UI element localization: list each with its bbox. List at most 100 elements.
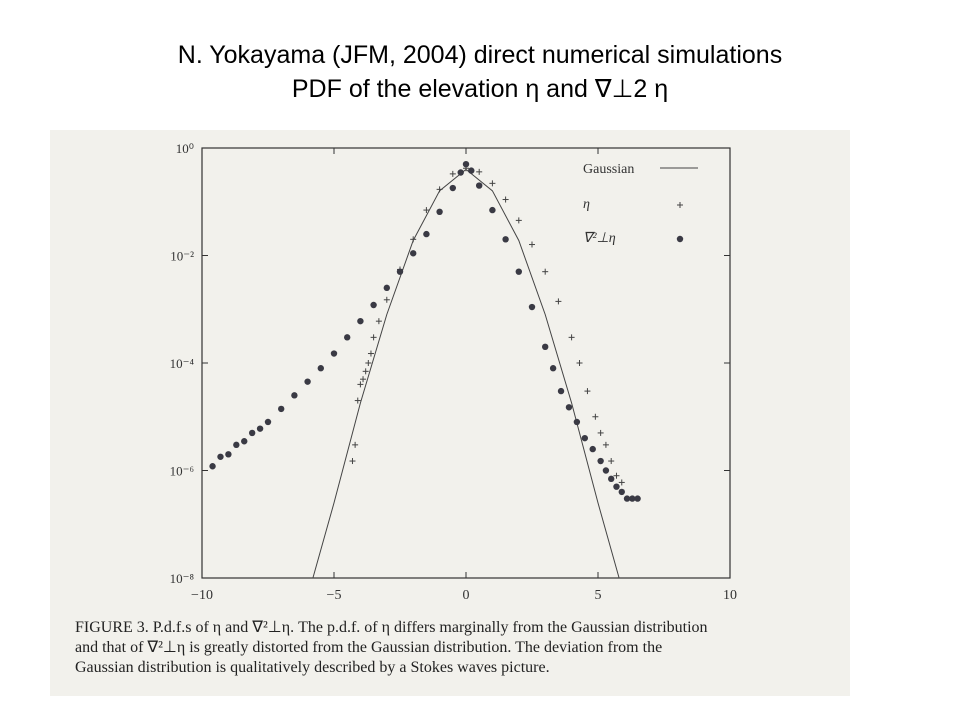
y-tick-label: 10⁰ <box>176 141 194 156</box>
data-point-eta <box>362 368 369 375</box>
data-point-laplacian-eta <box>557 387 565 395</box>
data-point-eta <box>423 207 430 214</box>
data-point-laplacian-eta <box>468 167 475 174</box>
data-point-eta <box>375 318 382 325</box>
data-point-eta <box>349 458 356 465</box>
y-tick-label: 10⁻⁶ <box>170 464 194 479</box>
legend-swatch-dot <box>676 235 684 243</box>
data-point-eta <box>555 298 562 305</box>
data-point-eta <box>529 241 535 248</box>
data-point-laplacian-eta <box>396 268 404 275</box>
data-point-eta <box>370 334 377 341</box>
legend-label: ∇²⊥η <box>583 231 616 246</box>
data-point-laplacian-eta <box>344 334 351 341</box>
data-point-laplacian-eta <box>278 405 285 413</box>
data-point-laplacian-eta <box>256 425 264 432</box>
data-point-laplacian-eta <box>462 160 470 168</box>
data-point-eta <box>584 388 591 395</box>
data-point-laplacian-eta <box>317 365 324 372</box>
data-point-eta <box>597 429 604 436</box>
y-tick-label: 10⁻⁴ <box>170 356 195 371</box>
data-point-eta <box>602 441 609 448</box>
caption-line-2: and that of ∇²⊥η is greatly distorted fr… <box>75 639 663 656</box>
data-point-laplacian-eta <box>330 350 338 357</box>
data-point-eta <box>608 458 615 465</box>
y-tick-label: 10⁻⁸ <box>170 571 195 586</box>
data-point-eta <box>360 376 367 383</box>
data-point-laplacian-eta <box>528 303 536 311</box>
data-point-laplacian-eta <box>634 495 641 502</box>
data-point-eta <box>449 170 456 177</box>
data-point-laplacian-eta <box>515 268 522 275</box>
data-point-laplacian-eta <box>304 378 311 385</box>
data-point-laplacian-eta <box>225 451 232 458</box>
y-tick-label: 10⁻² <box>170 249 194 264</box>
data-point-eta <box>515 217 522 224</box>
data-point-laplacian-eta <box>623 495 631 502</box>
series-layer <box>209 160 641 579</box>
data-point-eta <box>576 360 583 366</box>
data-point-laplacian-eta <box>370 301 377 309</box>
data-point-laplacian-eta <box>383 284 390 292</box>
data-point-eta <box>352 441 359 448</box>
data-point-laplacian-eta <box>573 418 581 426</box>
data-point-laplacian-eta <box>209 463 216 470</box>
data-point-laplacian-eta <box>264 418 272 426</box>
data-point-eta <box>354 397 361 404</box>
data-point-laplacian-eta <box>618 488 625 496</box>
data-point-laplacian-eta <box>608 475 615 483</box>
data-point-laplacian-eta <box>589 445 596 453</box>
legend-label: η <box>583 197 590 212</box>
data-point-laplacian-eta <box>489 206 496 214</box>
slide-title: N. Yokayama (JFM, 2004) direct numerical… <box>0 38 960 106</box>
data-point-laplacian-eta <box>565 404 573 411</box>
data-point-laplacian-eta <box>629 495 636 502</box>
x-tick-label: 5 <box>595 588 602 603</box>
data-point-laplacian-eta <box>549 365 557 372</box>
x-tick-label: −5 <box>327 588 342 603</box>
data-point-laplacian-eta <box>613 483 620 490</box>
data-point-eta <box>410 236 417 243</box>
legend-label: Gaussian <box>583 162 634 177</box>
data-point-eta <box>568 334 575 341</box>
data-point-laplacian-eta <box>233 441 240 449</box>
data-point-laplacian-eta <box>581 434 588 442</box>
data-point-eta <box>365 360 372 366</box>
data-point-laplacian-eta <box>241 438 248 445</box>
figure-caption: FIGURE 3. P.d.f.s of η and ∇²⊥η. The p.d… <box>75 618 835 678</box>
data-point-laplacian-eta <box>436 208 443 216</box>
data-point-eta <box>436 186 443 193</box>
data-point-laplacian-eta <box>457 169 464 176</box>
x-tick-label: 0 <box>463 588 470 603</box>
data-point-laplacian-eta <box>542 343 549 351</box>
slide-title-line-2: PDF of the elevation η and ∇⊥2 η <box>291 75 669 103</box>
data-point-laplacian-eta <box>449 184 456 192</box>
data-point-eta <box>618 479 625 486</box>
slide-title-line-1: N. Yokayama (JFM, 2004) direct numerical… <box>177 41 783 69</box>
caption-line-1: FIGURE 3. P.d.f.s of η and ∇²⊥η. The p.d… <box>75 619 708 636</box>
data-point-eta <box>502 196 509 203</box>
data-point-laplacian-eta <box>502 236 509 243</box>
x-tick-label: 10 <box>723 588 737 603</box>
data-point-laplacian-eta <box>476 182 483 189</box>
x-tick-label: −10 <box>191 588 213 603</box>
data-point-eta <box>383 296 390 303</box>
data-point-eta <box>367 350 374 357</box>
data-point-eta <box>357 381 364 388</box>
axis-ticks: −10 −5 0 5 10 10⁰ 10⁻² 10⁻⁴ 10⁻⁶ 10⁻⁸ <box>170 141 737 603</box>
data-point-laplacian-eta <box>423 230 430 238</box>
data-point-laplacian-eta <box>597 457 604 465</box>
data-point-laplacian-eta <box>410 250 417 257</box>
legend-swatch-plus <box>677 202 683 208</box>
data-point-laplacian-eta <box>602 467 610 474</box>
caption-line-3: Gaussian distribution is qualitatively d… <box>75 659 550 676</box>
data-point-eta <box>489 180 496 187</box>
data-point-eta <box>592 413 599 420</box>
series-line-gaussian <box>312 168 620 579</box>
legend: Gaussian η ∇²⊥η <box>583 162 698 246</box>
data-point-eta <box>613 472 620 479</box>
data-point-laplacian-eta <box>357 317 364 325</box>
data-point-laplacian-eta <box>217 453 224 460</box>
data-point-eta <box>542 268 549 275</box>
